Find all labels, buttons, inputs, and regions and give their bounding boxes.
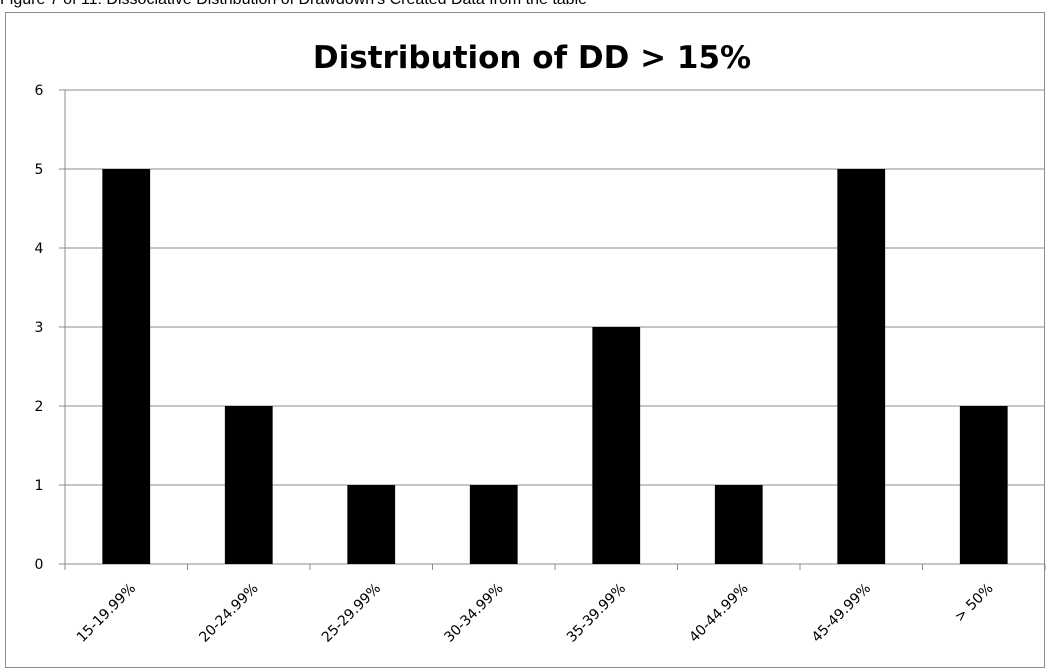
y-tick-label: 0 <box>35 557 44 573</box>
x-tick-label: 20-24.99% <box>196 581 261 646</box>
x-tick-label: 45-49.99% <box>809 581 874 646</box>
figure-caption: Figure 7 of 11: Dissociative Distributio… <box>0 0 1049 11</box>
x-tick-label: 15-19.99% <box>74 581 139 646</box>
x-tick-label: 35-39.99% <box>564 581 629 646</box>
bar <box>224 406 273 564</box>
bar <box>959 406 1008 564</box>
y-tick-label: 2 <box>35 399 44 415</box>
bars <box>102 169 1008 564</box>
y-tick-label: 4 <box>35 241 44 257</box>
gridlines <box>65 89 1045 486</box>
x-tick-labels: 15-19.99% 20-24.99% 25-29.99% 30-34.99% 35-3… <box>74 581 997 646</box>
x-tick-label: 40-44.99% <box>686 581 751 646</box>
bar <box>837 169 886 564</box>
bar <box>347 485 396 564</box>
y-tick-label: 1 <box>35 478 44 494</box>
bar <box>102 169 151 564</box>
bar <box>714 485 763 564</box>
x-tick-label: 25-29.99% <box>319 581 384 646</box>
y-tick-labels: 0 1 2 3 4 5 6 <box>35 83 44 573</box>
y-tick-label: 5 <box>35 162 44 178</box>
chart-title: Distribution of DD > 15% <box>313 40 751 76</box>
axes <box>59 89 1046 570</box>
y-tick-label: 6 <box>35 83 44 99</box>
bar <box>469 485 518 564</box>
x-tick-label: 30-34.99% <box>441 581 506 646</box>
bar <box>592 327 641 564</box>
y-tick-label: 3 <box>35 320 44 336</box>
x-tick-label: > 50% <box>952 581 997 626</box>
